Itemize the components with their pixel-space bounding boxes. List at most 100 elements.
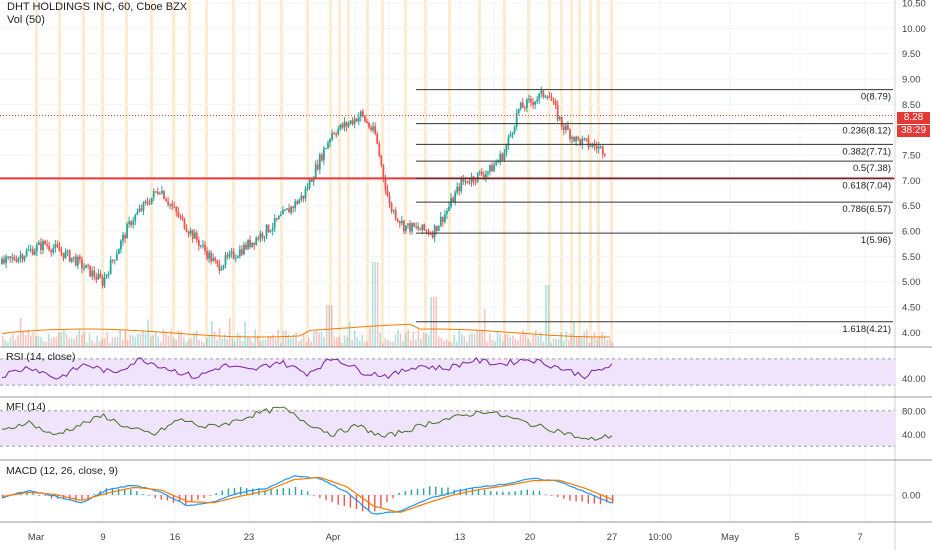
macd-histogram-bar: [575, 495, 577, 502]
candle-body: [550, 97, 553, 101]
volume-bar: [144, 333, 147, 347]
macd-histogram-bar: [166, 495, 169, 501]
price-tick-label: 5.00: [902, 277, 921, 288]
candle-body: [212, 258, 215, 262]
candle-body: [353, 118, 356, 125]
candle-body: [296, 201, 299, 204]
volume-bar: [134, 337, 137, 347]
candle-body: [132, 221, 135, 225]
candle-body: [83, 267, 85, 269]
candle-body: [446, 210, 448, 215]
volume-bar: [213, 331, 216, 347]
candle-body: [370, 127, 372, 131]
volume-bar: [241, 341, 244, 347]
candle-body: [284, 209, 286, 211]
candle-body: [154, 191, 157, 193]
candle-body: [558, 116, 561, 120]
volume-bar: [524, 333, 527, 347]
volume-bar: [328, 305, 330, 347]
candle-body: [405, 225, 407, 232]
volume-bar: [234, 341, 236, 347]
candle-body: [282, 210, 284, 215]
volume-bar: [277, 329, 279, 347]
candle-body: [199, 245, 202, 247]
candle-body: [487, 171, 489, 174]
volume-bar: [534, 330, 537, 347]
candle-body: [195, 232, 198, 241]
volume-bar: [501, 340, 504, 347]
candle-body: [228, 253, 231, 257]
macd-histogram-bar: [483, 489, 486, 495]
price-tick-label: 4.00: [902, 328, 921, 339]
price-tick-label: 8.50: [902, 100, 921, 111]
candle-body: [13, 257, 16, 260]
fib-level-label: 0(8.79): [861, 92, 891, 103]
volume-bar: [262, 339, 264, 347]
candle-body: [429, 233, 432, 235]
macd-histogram-bar: [300, 489, 303, 495]
candle-body: [462, 178, 465, 182]
volume-bar: [91, 339, 93, 347]
volume-bar: [596, 338, 598, 347]
candle-body: [81, 259, 83, 269]
time-axis-label: 23: [244, 532, 255, 543]
candle-body: [109, 259, 112, 275]
volume-bar: [200, 341, 203, 347]
volume-bar: [244, 321, 246, 347]
candle-body: [128, 221, 131, 225]
volume-bar: [570, 333, 573, 347]
volume-bar: [22, 332, 24, 347]
volume-bar: [315, 330, 318, 347]
volume-bar: [226, 339, 228, 347]
volume-bar: [111, 337, 114, 347]
candle-body: [171, 204, 174, 207]
candle-body: [152, 191, 155, 198]
candle-body: [103, 276, 106, 286]
candle-body: [323, 148, 325, 161]
candle-body: [347, 123, 350, 127]
volume-bar: [489, 333, 491, 347]
macd-histogram-bar: [459, 488, 461, 495]
volume-bar: [264, 339, 267, 347]
candle-body: [433, 225, 436, 238]
macd-histogram-bar: [148, 494, 150, 496]
candle-body: [124, 234, 126, 239]
candle-body: [294, 201, 297, 209]
macd-histogram-bar: [343, 495, 345, 506]
session-highlight-band: [58, 0, 61, 347]
time-axis-label: 27: [607, 532, 618, 543]
candle-body: [234, 257, 237, 259]
volume-bar: [379, 332, 381, 347]
candle-body: [333, 133, 336, 135]
candle-body: [384, 177, 387, 190]
candle-body: [562, 126, 565, 131]
macd-histogram-bar: [477, 489, 480, 495]
candle-body: [318, 154, 321, 170]
volume-bar: [529, 342, 532, 347]
volume-bar: [198, 339, 200, 347]
session-highlight-band: [82, 0, 85, 347]
volume-bar: [9, 337, 12, 347]
macd-histogram-bar: [117, 488, 120, 495]
macd-histogram-bar: [502, 491, 504, 495]
price-tick-label: 5.50: [902, 252, 921, 263]
volume-bar: [206, 338, 208, 347]
volume-bar: [42, 341, 45, 347]
candle-body: [400, 220, 403, 224]
volume-bar: [455, 341, 458, 347]
macd-histogram-bar: [544, 494, 547, 496]
candle-body: [341, 124, 344, 128]
volume-bar: [116, 336, 119, 347]
candle-body: [259, 233, 262, 240]
volume-bar: [394, 335, 397, 347]
volume-bar: [165, 333, 167, 347]
macd-histogram-bar: [374, 495, 376, 512]
candle-body: [44, 241, 46, 245]
candle-body: [402, 220, 405, 232]
candle-body: [95, 276, 98, 280]
candle-body: [521, 102, 524, 108]
volume-bar: [611, 342, 614, 347]
candle-body: [3, 258, 5, 264]
volume-bar: [486, 342, 489, 347]
